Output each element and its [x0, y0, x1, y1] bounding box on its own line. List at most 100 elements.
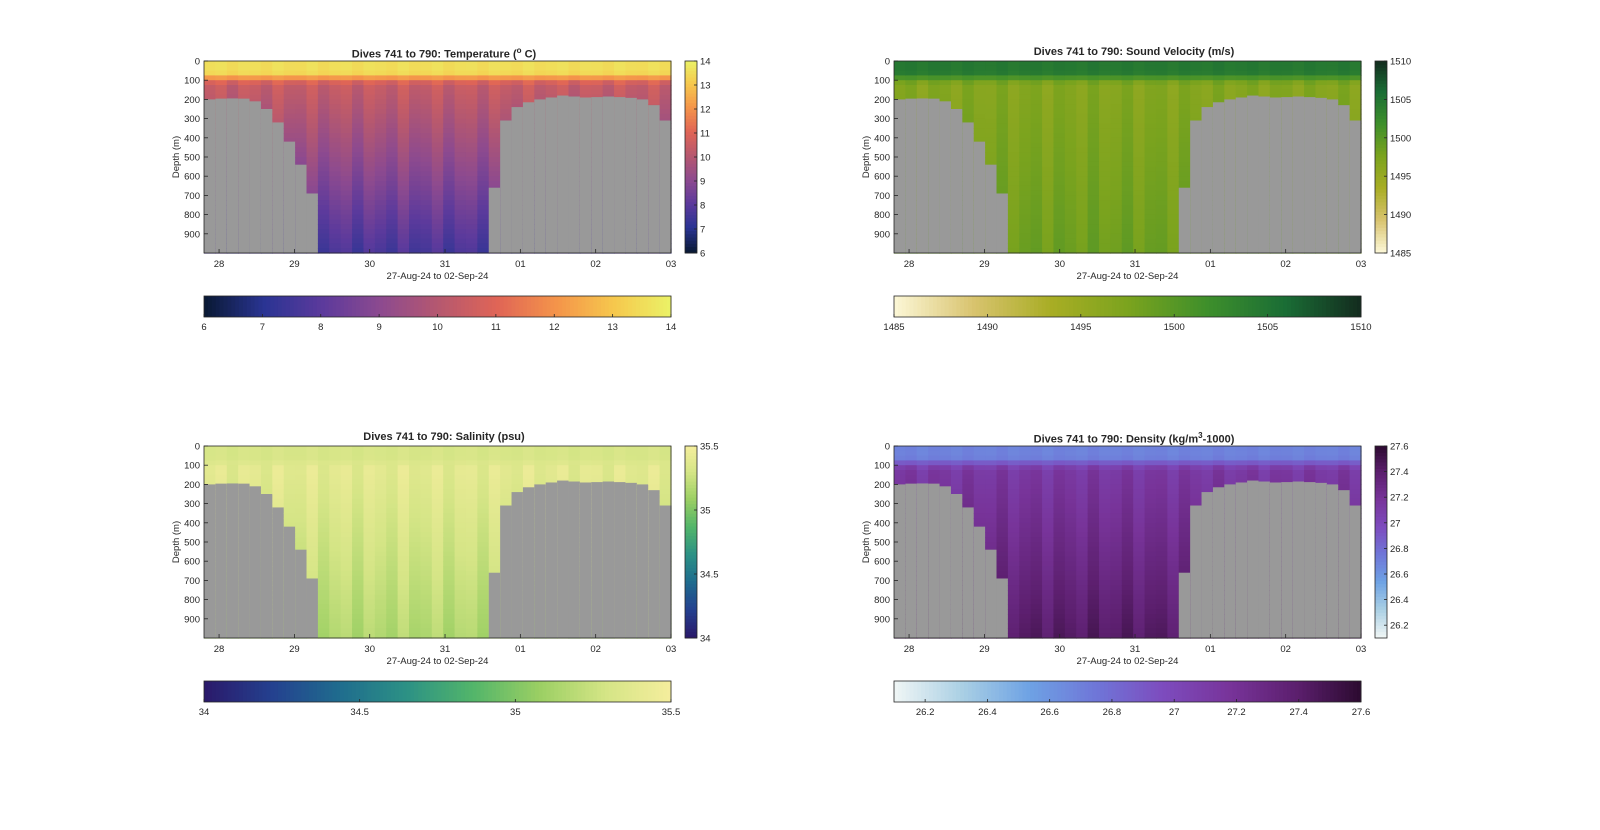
heat-cell [409, 185, 422, 192]
heat-cell [215, 450, 228, 457]
heat-cell [1178, 152, 1191, 158]
heat-cell [488, 522, 501, 529]
hbar-segment [929, 296, 934, 317]
heat-cell [454, 118, 467, 124]
colorbar-segment [1375, 246, 1387, 251]
heat-cell [374, 556, 387, 562]
heat-cell [226, 89, 239, 96]
heat-cell [1087, 104, 1100, 110]
heat-cell [409, 527, 422, 533]
colorbar-segment [685, 211, 697, 216]
heat-cell [397, 94, 410, 100]
hbar-segment [639, 296, 645, 317]
heat-cell [352, 503, 365, 509]
heat-cell [295, 542, 308, 548]
heat-cell [431, 176, 444, 182]
heat-cell [397, 219, 410, 225]
heat-cell [363, 508, 376, 514]
x-tick-label: 28 [904, 259, 915, 270]
colorbar-segment [685, 179, 697, 184]
heat-cell [409, 157, 422, 163]
heat-cell [465, 609, 478, 615]
heat-cell [374, 99, 387, 105]
heat-cell [409, 585, 422, 591]
heat-cell [1121, 214, 1134, 220]
heat-cell [1042, 123, 1055, 129]
heat-cell [1099, 104, 1112, 110]
heat-cell [352, 190, 365, 196]
heat-cell [329, 214, 342, 220]
heat-cell [374, 224, 387, 230]
heat-cell [295, 123, 308, 129]
colorbar-segment [1375, 166, 1387, 171]
heat-cell [996, 123, 1009, 129]
heat-cell [431, 460, 444, 466]
heat-cell [352, 219, 365, 225]
heat-cell [454, 181, 467, 187]
heat-cell [363, 137, 376, 144]
colorbar-tick-label: 6 [700, 249, 705, 260]
heat-cell [443, 590, 456, 596]
heat-cell [1030, 176, 1043, 182]
heat-cell [985, 118, 998, 124]
heat-cell [295, 503, 308, 509]
colorbar-segment [1375, 89, 1387, 94]
colorbar-segment [1375, 109, 1387, 113]
colorbar-segment [1375, 121, 1387, 126]
heat-cell [465, 599, 478, 605]
heat-cell [374, 89, 387, 96]
heat-cell [1099, 75, 1112, 81]
heat-cell [386, 513, 399, 519]
heat-cell [306, 166, 319, 172]
colorbar-segment [1375, 64, 1387, 68]
hbar-segment [219, 296, 224, 317]
heat-cell [477, 570, 490, 577]
hbar-segment [909, 296, 914, 317]
heat-cell [1178, 133, 1191, 139]
heat-cell [1007, 70, 1020, 76]
heat-cell [272, 85, 285, 91]
heat-cell [1292, 65, 1305, 72]
heat-cell [329, 70, 342, 76]
heat-cell [465, 80, 478, 86]
heat-cell [397, 209, 410, 216]
heat-cell [1110, 209, 1123, 216]
heat-cell [272, 75, 285, 81]
heat-cell [1007, 113, 1020, 120]
x-tick-label: 31 [440, 259, 451, 270]
heat-cell [317, 450, 330, 457]
heat-cell [420, 128, 433, 134]
hbar-segment [1349, 296, 1354, 317]
heat-cell [625, 65, 638, 72]
heat-cell [420, 527, 433, 533]
heat-cell [1167, 123, 1180, 129]
heat-cell [1099, 65, 1112, 72]
hbar-segment [905, 296, 911, 317]
heat-cell [1144, 123, 1157, 129]
heat-cell [329, 80, 342, 86]
heat-cell [1178, 113, 1191, 120]
heat-cell [1076, 157, 1089, 163]
heat-cell [1326, 80, 1339, 86]
heat-cell [973, 80, 986, 86]
heat-cell [340, 65, 353, 72]
heat-cell [431, 137, 444, 144]
heat-cell [329, 614, 342, 620]
hbar-segment [344, 296, 349, 317]
heat-cell [1155, 109, 1168, 115]
colorbar-segment [685, 192, 697, 196]
hbar-segment [227, 296, 232, 317]
heat-cell [465, 537, 478, 543]
heat-cell [1110, 181, 1123, 187]
heat-cell [329, 224, 342, 230]
heat-cell [1099, 123, 1112, 129]
heat-cell [1007, 142, 1020, 148]
heat-cell [1326, 85, 1339, 91]
heat-cell [397, 455, 410, 461]
heat-cell [1007, 147, 1020, 153]
chart-title: Dives 741 to 790: Temperature (o C) [351, 46, 537, 61]
heat-cell [1167, 104, 1180, 110]
hbar-segment [573, 296, 579, 317]
heat-cell [317, 205, 330, 211]
heat-cell [1167, 243, 1180, 249]
